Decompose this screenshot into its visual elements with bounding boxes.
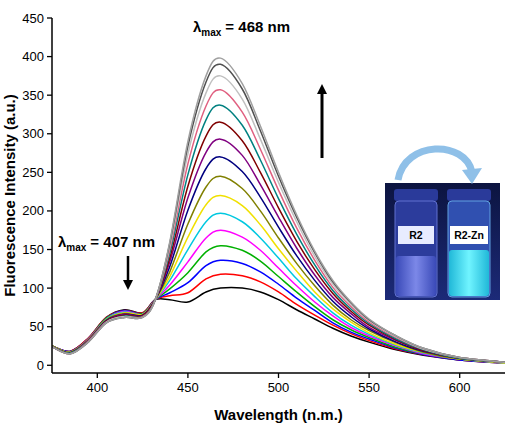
spectrum-line (52, 157, 505, 362)
spectrum-line (52, 90, 505, 363)
y-tick (47, 95, 52, 96)
y-tick (47, 210, 52, 211)
vial (448, 201, 490, 297)
curved-arrow-head (462, 168, 482, 184)
y-tick-label: 300 (22, 126, 44, 141)
spectrum-line (52, 105, 505, 362)
x-tick (187, 373, 188, 378)
arrow-head (123, 280, 133, 290)
arrow-shaft (127, 256, 130, 282)
y-tick-label: 150 (22, 242, 44, 257)
x-tick (368, 373, 369, 378)
y-tick-label: 0 (37, 358, 44, 373)
y-tick-label: 450 (22, 11, 44, 26)
y-tick-label: 200 (22, 203, 44, 218)
x-tick (97, 373, 98, 378)
y-axis-title: Fluorescence Intensity (a.u.) (1, 94, 18, 297)
axes: 400 450 500 550 600 0 50 100 150 200 250 300 350 400 4… (22, 11, 505, 396)
spectrum-line (52, 176, 505, 362)
y-tick (47, 133, 52, 134)
x-tick-label: 600 (449, 380, 471, 395)
vial-label-patch (398, 226, 434, 244)
curved-arrow (398, 149, 472, 180)
inset-background (385, 183, 500, 300)
annotation: λmax= 468 nm (193, 18, 290, 38)
spectrum-line (52, 76, 505, 362)
chart: 400 450 500 550 600 0 50 100 150 200 250 300 350 400 4… (0, 0, 510, 430)
y-tick-label: 250 (22, 165, 44, 180)
vial-liquid (396, 256, 436, 296)
y-tick (47, 172, 52, 173)
annotation-text: = 407 nm (90, 233, 155, 250)
x-tick-label: 450 (177, 380, 199, 395)
arrow-shaft (321, 92, 324, 158)
x-tick-label: 400 (86, 380, 108, 395)
annotation-subscript: max (66, 242, 86, 253)
y-tick (47, 326, 52, 327)
vial-label: R2 (409, 229, 423, 241)
y-tick-label: 100 (22, 281, 44, 296)
spectrum-line (52, 122, 505, 362)
vial-cap (394, 189, 438, 201)
x-tick (278, 373, 279, 378)
y-tick (47, 249, 52, 250)
y-tick (47, 56, 52, 57)
x-tick (459, 373, 460, 378)
lines (52, 58, 505, 363)
x-axis-title: Wavelength (n.m.) (214, 406, 343, 423)
x-tick-label: 550 (358, 380, 380, 395)
y-axis-line (51, 18, 53, 373)
y-tick-label: 400 (22, 49, 44, 64)
annotation: λmax= 407 nm (58, 233, 155, 253)
vial-liquid (449, 250, 489, 296)
annotation-text: = 468 nm (225, 18, 290, 35)
spectrum-line (52, 58, 505, 362)
vial-label: R2-Zn (454, 229, 484, 241)
y-tick (47, 365, 52, 366)
y-tick (47, 17, 52, 18)
vial-label-patch (450, 226, 488, 244)
y-tick-label: 350 (22, 88, 44, 103)
inset-photo: R2 R2-Zn (385, 183, 500, 300)
vial (395, 201, 437, 297)
y-tick-label: 50 (30, 319, 44, 334)
spectrum-line (52, 195, 505, 362)
y-tick (47, 287, 52, 288)
vial-cap (447, 189, 491, 201)
annotation-subscript: max (201, 27, 221, 38)
x-tick-label: 500 (268, 380, 290, 395)
arrow-head (317, 84, 327, 94)
